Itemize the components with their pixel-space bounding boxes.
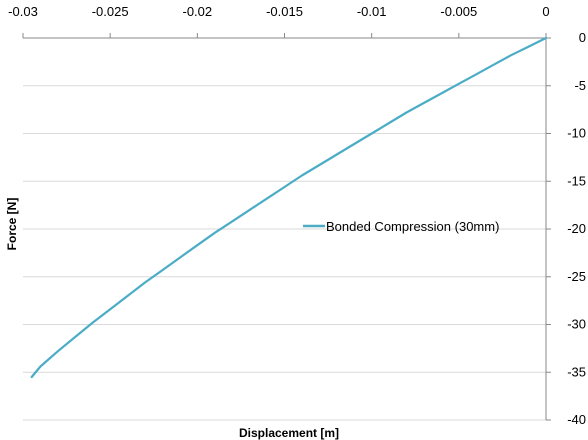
y-tick-label-4: -20 [567,221,586,236]
x-tick-label-5: -0.005 [440,4,477,19]
y-tick-label-2: -10 [567,126,586,141]
series-line-0 [30,36,548,379]
x-axis-title: Displacement [m] [239,426,339,440]
x-tick-label-6: 0 [542,4,549,19]
y-tick-label-0: 0 [579,30,586,45]
x-tick-label-3: -0.015 [266,4,303,19]
x-tick-label-0: -0.03 [8,4,38,19]
y-tick-label-5: -25 [567,269,586,284]
y-tick-label-1: -5 [574,78,586,93]
legend-label: Bonded Compression (30mm) [326,219,499,234]
y-tick-label-8: -40 [567,412,586,427]
legend: Bonded Compression (30mm) [303,219,499,234]
y-tick-label-3: -15 [567,173,586,188]
x-axis-ticks: -0.03 -0.025 -0.02 -0.015 -0.01 -0.005 0 [8,4,550,38]
grid-lines [23,85,546,421]
y-tick-label-7: -35 [567,364,586,379]
x-tick-label-2: -0.02 [183,4,213,19]
series-lines [30,36,548,379]
y-tick-label-6: -30 [567,317,586,332]
y-axis-title: Force [N] [5,198,19,251]
y-axis-ticks: 0 -5 -10 -15 -20 -25 -30 -35 -40 [546,30,586,427]
x-tick-label-1: -0.025 [92,4,129,19]
x-tick-label-4: -0.01 [357,4,387,19]
